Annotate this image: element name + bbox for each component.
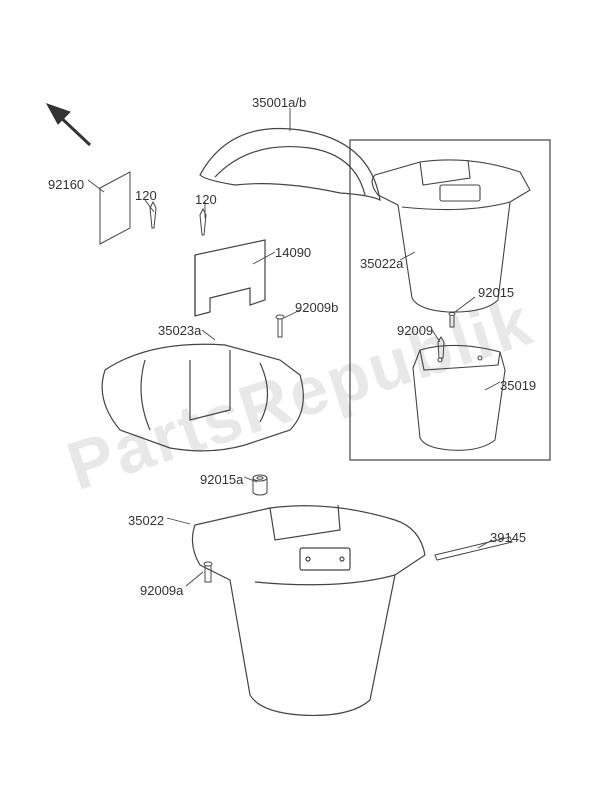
part-label-92015a: 92015a [200, 472, 243, 487]
parts-diagram [0, 0, 600, 787]
part-label-92015: 92015 [478, 285, 514, 300]
part-label-92009: 92009 [397, 323, 433, 338]
part-label-14090: 14090 [275, 245, 311, 260]
part-label-92009b: 92009b [295, 300, 338, 315]
part-label-92009a: 92009a [140, 583, 183, 598]
direction-arrow [47, 104, 90, 145]
part-label-35023a: 35023a [158, 323, 201, 338]
part-label-35001: 35001a/b [252, 95, 306, 110]
part-label-35019: 35019 [500, 378, 536, 393]
part-label-35022a: 35022a [360, 256, 403, 271]
part-label-35022: 35022 [128, 513, 164, 528]
part-label-120a: 120 [135, 188, 157, 203]
part-label-92160: 92160 [48, 177, 84, 192]
part-label-39145: 39145 [490, 530, 526, 545]
part-label-120b: 120 [195, 192, 217, 207]
